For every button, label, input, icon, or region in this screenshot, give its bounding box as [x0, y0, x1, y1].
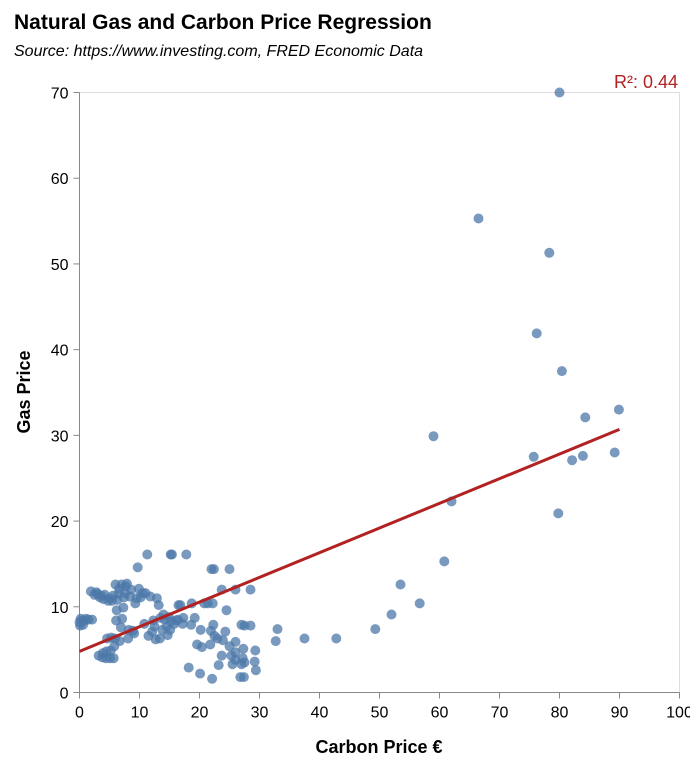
y-tick-label: 50 — [51, 257, 69, 274]
data-point — [531, 328, 542, 339]
data-point — [395, 579, 406, 590]
data-point — [110, 579, 121, 590]
data-point — [111, 605, 122, 616]
data-point — [249, 656, 260, 667]
data-point — [580, 412, 591, 423]
data-point — [221, 605, 232, 616]
r-squared-annotation: R²: 0.44 — [614, 72, 678, 92]
data-point — [553, 508, 564, 519]
data-point — [85, 586, 96, 597]
data-point — [192, 639, 203, 650]
y-tick-label: 70 — [51, 86, 69, 103]
x-tick-label: 80 — [551, 705, 569, 722]
data-point — [142, 549, 153, 560]
data-point — [554, 87, 565, 98]
data-point — [528, 451, 539, 462]
data-points — [74, 87, 624, 684]
data-point — [567, 455, 578, 466]
y-axis: 0 10 20 30 40 50 60 70 — [51, 86, 80, 703]
data-point — [205, 639, 216, 650]
data-point — [186, 619, 197, 630]
data-point — [173, 600, 184, 611]
data-point — [205, 625, 216, 636]
x-tick-label: 90 — [611, 705, 629, 722]
y-axis-title: Gas Price — [14, 350, 34, 433]
x-tick-label: 0 — [75, 705, 84, 722]
data-point — [609, 447, 620, 458]
data-point — [130, 598, 141, 609]
data-point — [250, 665, 261, 676]
y-tick-label: 60 — [51, 171, 69, 188]
data-point — [132, 562, 143, 573]
x-tick-label: 20 — [191, 705, 209, 722]
chart-subtitle: Source: https://www.investing.com, FRED … — [14, 43, 423, 60]
regression-line — [78, 427, 621, 653]
data-point — [75, 620, 86, 631]
x-tick-label: 50 — [371, 705, 389, 722]
data-point — [331, 633, 342, 644]
plot-area — [79, 92, 680, 693]
data-point — [93, 650, 104, 661]
chart-title: Natural Gas and Carbon Price Regression — [14, 11, 432, 34]
data-point — [227, 659, 238, 670]
data-point — [236, 619, 247, 630]
data-point — [123, 633, 134, 644]
data-point — [556, 366, 567, 377]
y-tick-label: 30 — [51, 428, 69, 445]
data-point — [270, 636, 281, 647]
x-tick-label: 100 — [666, 705, 690, 722]
data-point — [181, 549, 192, 560]
x-tick-label: 30 — [251, 705, 269, 722]
x-tick-label: 60 — [431, 705, 449, 722]
data-point — [143, 630, 154, 641]
y-tick-label: 10 — [51, 600, 69, 617]
data-point — [133, 583, 144, 594]
data-point — [213, 660, 224, 671]
data-point — [224, 564, 235, 575]
data-point — [207, 673, 218, 684]
data-point — [235, 672, 246, 683]
data-point — [299, 633, 310, 644]
data-point — [238, 643, 249, 654]
data-point — [195, 624, 206, 635]
x-tick-label: 70 — [491, 705, 509, 722]
data-point — [250, 645, 261, 656]
y-tick-label: 0 — [60, 686, 69, 703]
data-point — [414, 598, 425, 609]
data-point — [157, 624, 168, 635]
y-tick-label: 40 — [51, 343, 69, 360]
y-tick-label: 20 — [51, 514, 69, 531]
data-point — [195, 668, 206, 679]
data-point — [370, 624, 381, 635]
data-point — [544, 247, 555, 258]
x-axis: 0 10 20 30 40 50 60 70 80 90 100 — [75, 692, 690, 722]
data-point — [577, 450, 588, 461]
data-point — [206, 564, 217, 575]
data-point — [111, 615, 122, 626]
data-point — [165, 549, 176, 560]
data-point — [230, 636, 241, 647]
data-point — [183, 662, 194, 673]
data-point — [226, 650, 237, 661]
data-point — [272, 624, 283, 635]
data-point — [220, 626, 231, 637]
data-point — [386, 609, 397, 620]
x-tick-label: 10 — [131, 705, 149, 722]
data-point — [216, 650, 227, 661]
data-point — [473, 213, 484, 224]
x-axis-title: Carbon Price € — [315, 737, 442, 757]
data-point — [613, 404, 624, 415]
data-point — [428, 431, 439, 442]
x-tick-label: 40 — [311, 705, 329, 722]
data-point — [245, 584, 256, 595]
data-point — [439, 556, 450, 567]
